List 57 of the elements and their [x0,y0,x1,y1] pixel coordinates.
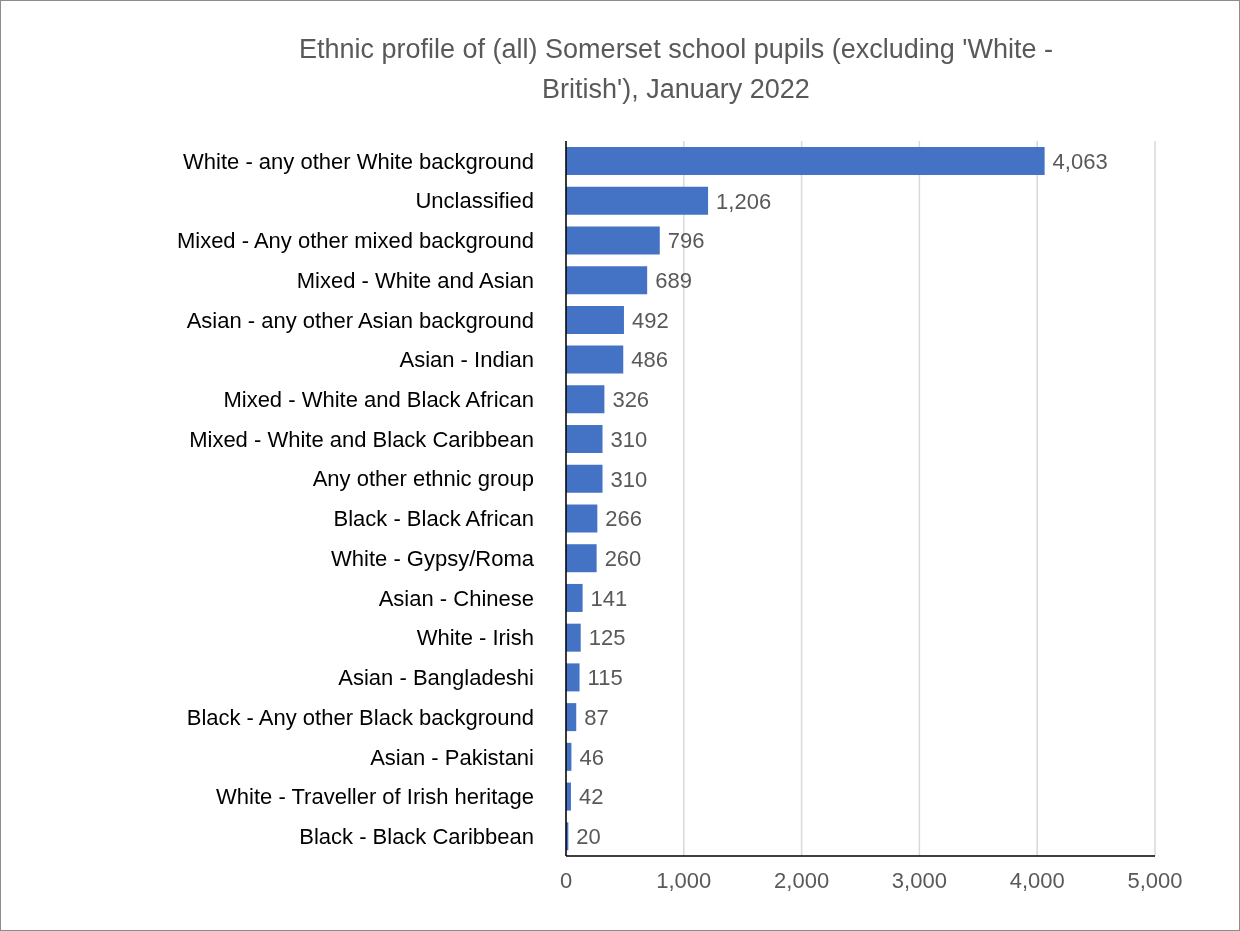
y-tick-label: White - Traveller of Irish heritage [216,784,534,810]
data-label: 266 [605,506,643,532]
bar [566,464,603,493]
data-label: 4,063 [1052,148,1108,174]
bar [566,663,580,692]
x-tick-label: 3,000 [891,867,947,893]
y-tick-label: Asian - Bangladeshi [338,665,534,691]
data-label: 310 [610,466,648,492]
data-label: 125 [588,625,626,651]
y-tick-label: Mixed - White and Black Caribbean [189,426,534,452]
data-label: 486 [631,347,668,373]
data-label: 689 [655,267,692,293]
bar [566,425,603,454]
data-label: 42 [578,784,604,810]
y-tick-label: Mixed - White and Black African [223,387,534,412]
y-tick-label: Black - Black Caribbean [299,823,534,849]
y-tick-label: Asian - Pakistani [370,744,534,770]
y-tick-label: Mixed - White and Asian [296,267,534,293]
bar [566,544,597,573]
x-tick-label: 1,000 [656,867,712,893]
data-label: 1,206 [716,188,772,214]
x-tick-label: 2,000 [774,867,830,893]
y-tick-label: White - Gypsy/Roma [331,545,535,571]
y-tick-label: Asian - Indian [399,347,534,373]
y-tick-label: White - any other White background [183,148,534,174]
data-label: 260 [604,546,642,572]
data-label: 310 [610,426,648,452]
y-tick-label: Asian - any other Asian background [186,307,534,333]
y-tick-label: White - Irish [416,625,534,651]
data-label: 492 [631,307,669,333]
bar [566,583,583,612]
bar [566,504,598,533]
data-label: 141 [590,585,628,611]
bar [566,226,660,255]
data-label: 46 [579,744,604,770]
bar [566,623,581,652]
y-tick-label: Black - Any other Black background [186,704,534,730]
data-label: 87 [584,704,609,730]
y-tick-label: Asian - Chinese [378,585,534,611]
data-label: 326 [612,387,650,413]
y-tick-label: Any other ethnic group [312,466,534,492]
bar [566,186,709,215]
x-tick-label: 5,000 [1127,867,1183,893]
x-tick-label: 4,000 [1009,867,1065,893]
chart-title: Ethnic profile of (all) Somerset school pupils (excluding 'White - British'), January 2022 [298,33,1054,106]
bar [566,147,1045,175]
y-tick-label: Unclassified [415,188,534,214]
y-tick-label: Mixed - Any other mixed background [176,228,534,254]
bar [566,385,605,414]
bar [566,266,648,295]
y-tick-label: Black - Black African [333,506,534,532]
data-label: 20 [576,824,601,850]
data-label: 796 [667,228,705,254]
data-label: 115 [587,665,623,691]
bar [566,305,624,334]
bar [566,345,624,374]
x-tick-label: 0 [559,867,573,893]
